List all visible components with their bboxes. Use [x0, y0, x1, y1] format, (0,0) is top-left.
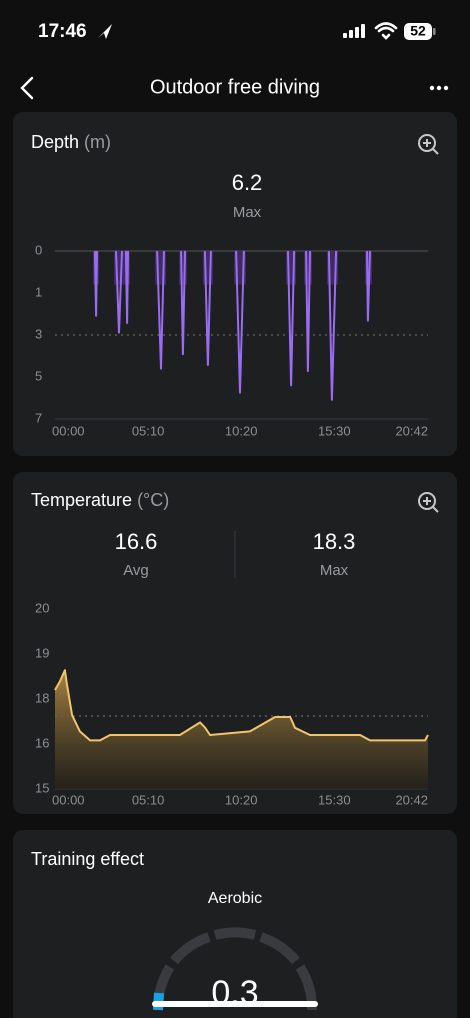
zoom-button[interactable]: [418, 492, 439, 513]
x-tick-label: 05:10: [132, 423, 165, 438]
x-tick-label: 20:42: [395, 792, 428, 807]
x-tick-label: 05:10: [132, 792, 165, 807]
x-tick-label: 15:30: [318, 792, 351, 807]
dive-band: [234, 251, 246, 285]
x-tick-label: 10:20: [225, 792, 258, 807]
training-card: [13, 830, 457, 1018]
stat-value: 18.3: [313, 529, 356, 554]
y-tick-label: 0: [35, 242, 42, 257]
back-button[interactable]: [20, 76, 34, 100]
x-tick-label: 00:00: [52, 423, 85, 438]
zoom-button[interactable]: [418, 134, 439, 155]
y-tick-label: 18: [35, 690, 49, 705]
training-label: Aerobic: [208, 890, 262, 907]
wifi-icon: [374, 22, 398, 40]
stat-value: 16.6: [115, 529, 158, 554]
y-tick-label: 7: [35, 410, 42, 425]
stat-label: Max: [233, 204, 262, 221]
y-tick-label: 16: [35, 735, 49, 750]
temperature-line: [54, 669, 429, 742]
x-tick-label: 15:30: [318, 423, 351, 438]
depth-line: [93, 250, 371, 401]
battery-level: 52: [410, 23, 426, 39]
dive-band: [113, 251, 124, 285]
y-tick-label: 15: [35, 780, 49, 795]
y-tick-label: 5: [35, 368, 42, 383]
stat-label: Avg: [123, 562, 149, 579]
stat-label: Max: [320, 562, 349, 579]
location-icon: [98, 24, 112, 39]
temperature-area: [55, 670, 428, 789]
dive-band: [155, 251, 167, 285]
y-tick-label: 19: [35, 645, 49, 660]
card-unit: (m): [84, 132, 111, 152]
dive-band: [304, 251, 312, 285]
x-tick-label: 10:20: [225, 423, 258, 438]
y-tick-label: 1: [35, 284, 42, 299]
y-tick-label: 20: [35, 600, 49, 615]
battery-icon: [404, 23, 432, 40]
battery-tip: [433, 28, 436, 35]
y-tick-label: 3: [35, 326, 42, 341]
temperature-card: [13, 472, 457, 814]
card-title: Temperature: [31, 490, 132, 510]
status-time: 17:46: [38, 21, 87, 42]
x-tick-label: 00:00: [52, 792, 85, 807]
stat-value: 6.2: [232, 170, 263, 195]
training-title: Training effect: [31, 849, 144, 869]
dive-band: [202, 251, 213, 285]
dive-band: [179, 251, 188, 285]
signal-icon: [343, 24, 365, 38]
home-indicator: [152, 1001, 318, 1007]
page-title: Outdoor free diving: [150, 76, 320, 98]
more-button[interactable]: [429, 85, 449, 91]
dive-band: [286, 251, 297, 285]
card-unit: (°C): [137, 490, 169, 510]
dive-band: [326, 251, 339, 285]
x-tick-label: 20:42: [395, 423, 428, 438]
card-title: Depth: [31, 132, 79, 152]
